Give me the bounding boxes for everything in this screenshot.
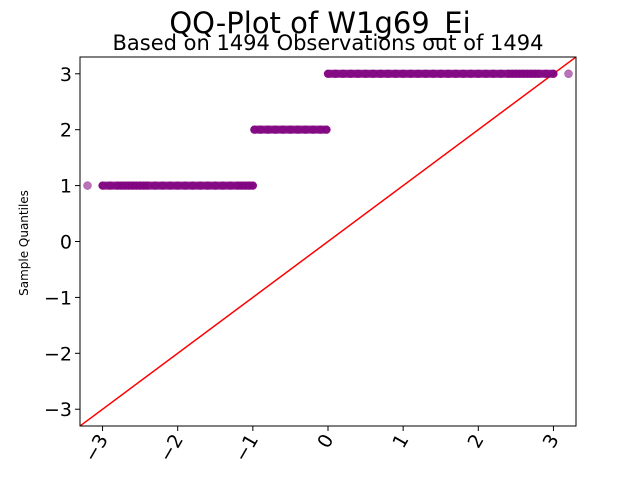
y-axis-label: Sample Quantiles [17, 190, 31, 296]
reference-line [80, 57, 576, 426]
x-tick-label: −1 [230, 431, 263, 466]
data-point [83, 181, 92, 190]
chart-subtitle: Based on 1494 Observations out of 1494 [112, 31, 543, 55]
y-tick-label: −3 [44, 399, 72, 421]
x-tick-label: −3 [80, 431, 113, 466]
x-tick-label: −2 [155, 431, 188, 466]
x-tick-label: 1 [388, 431, 413, 452]
data-point [564, 69, 573, 79]
plot-frame [79, 56, 577, 427]
y-tick-label: 0 [60, 232, 72, 254]
x-tick-label: 2 [464, 431, 489, 452]
y-tick-label: 1 [60, 176, 72, 198]
y-tick-label: −2 [44, 343, 72, 365]
y-tick-label: 3 [60, 64, 72, 86]
y-tick-label: −1 [44, 287, 72, 309]
plot-area: −3 −2 −1 0 1 2 3 −3 −2 −1 0 1 2 3 [44, 57, 576, 466]
data-layer [80, 57, 576, 426]
y-tick-label: 2 [60, 120, 72, 142]
chart-title: QQ-Plot of W1g69_Ei [169, 6, 470, 40]
x-tick-label: 3 [539, 431, 564, 452]
x-tick-label: 0 [313, 431, 338, 452]
